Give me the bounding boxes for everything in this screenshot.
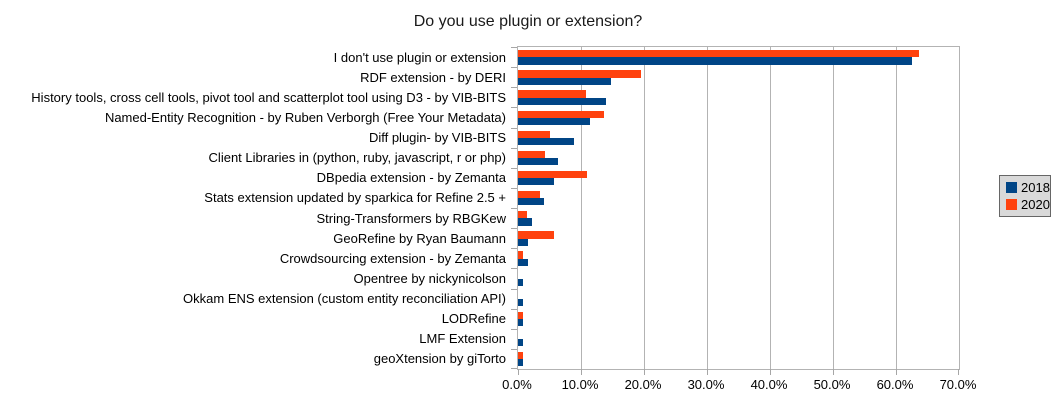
x-axis-label: 10.0% [561,377,599,392]
bar-2020 [518,130,550,138]
category-label: Okkam ENS extension (custom entity recon… [183,291,506,307]
y-axis-tick [511,187,517,189]
gridline [644,47,645,369]
bar-2020 [518,90,587,98]
category-label: History tools, cross cell tools, pivot t… [31,89,506,105]
category-label: DBpedia extension - by Zemanta [316,170,506,186]
y-axis-tick [511,47,517,48]
bar-2020 [518,70,642,78]
bar-2018 [518,137,575,146]
x-axis-tick [896,369,897,375]
x-axis-tick [833,369,834,375]
x-axis-tick [581,369,582,375]
bar-2020 [518,311,524,319]
legend-swatch-2020-icon [1006,199,1017,210]
x-axis-label: 60.0% [876,377,914,392]
bar-2020 [518,231,554,239]
bar-2020 [518,211,527,219]
bar-2020 [518,191,541,199]
y-axis-tick [511,67,517,69]
y-axis-tick [511,107,517,109]
chart-title: Do you use plugin or extension? [413,13,643,30]
bar-2020 [518,352,524,360]
category-label: Named-Entity Recognition - by Ruben Verb… [104,109,506,125]
bar-2020 [518,110,605,118]
plot-area [511,46,960,375]
category-label: RDF extension - by DERI [360,69,506,85]
y-axis-tick [511,127,517,129]
bar-2018 [518,57,912,65]
legend-item-2020: 2020 [1006,198,1050,211]
y-axis-tick [511,328,517,330]
y-axis-tick [511,87,517,89]
y-axis-tick [511,147,517,149]
bar-2018 [518,278,524,286]
category-axis-labels: I don't use plugin or extension RDF exten… [0,47,506,369]
bar-2018 [518,97,606,105]
bar-2020 [518,50,919,58]
legend: 2018 2020 [999,175,1051,217]
y-axis-tick [511,288,517,290]
y-axis-tick [511,348,517,350]
bar-2018 [518,178,554,186]
x-axis-tick [958,369,959,375]
gridline [833,47,834,369]
y-axis-tick [511,228,517,230]
category-label: GeoRefine by Ryan Baumann [333,230,506,246]
x-axis-label: 20.0% [624,377,662,392]
bar-2020 [518,150,546,158]
y-axis-tick [511,248,517,250]
bar-2018 [518,258,529,266]
legend-label-2018: 2018 [1021,180,1050,195]
bar-2018 [518,359,524,367]
category-label: Client Libraries in (python, ruby, javas… [208,150,506,166]
bar-2018 [518,77,611,85]
category-label: I don't use plugin or extension [333,49,506,65]
gridline [707,47,708,369]
y-axis-tick [511,368,517,369]
bar-2020 [518,251,524,259]
category-label: Diff plugin- by VIB-BITS [368,130,506,146]
y-axis-tick [511,308,517,310]
x-axis-tick [707,369,708,375]
category-label: LMF Extension [419,331,506,347]
bar-2018 [518,198,544,206]
gridline [896,47,897,369]
x-axis-label: 50.0% [813,377,851,392]
bar-2018 [518,319,524,327]
category-label: String-Transformers by RBGKew [316,210,506,226]
category-label: geoXtension by giTorto [373,351,506,367]
category-label: Opentree by nickynicolson [353,270,506,286]
y-axis-tick [511,208,517,209]
x-axis-tick [644,369,645,375]
category-label: Crowdsourcing extension - by Zemanta [279,250,506,266]
x-axis-label: 70.0% [939,377,977,392]
gridline [581,47,582,369]
x-axis-tick [770,369,771,375]
x-axis-tick [518,369,519,375]
x-axis-label: 0.0% [502,377,532,392]
y-axis-tick [511,167,517,169]
bar-2018 [518,298,524,307]
legend-item-2018: 2018 [1006,181,1050,194]
bar-2018 [518,117,590,125]
bar-2018 [518,339,524,347]
bar-2020 [518,170,587,179]
category-label: LODRefine [441,311,506,327]
x-axis-label: 30.0% [687,377,725,392]
bar-2018 [518,158,559,166]
bar-2018 [518,238,529,246]
x-axis-label: 40.0% [750,377,788,392]
legend-label-2020: 2020 [1021,197,1050,212]
bar-2018 [518,218,532,226]
category-label: Stats extension updated by sparkica for … [204,190,506,206]
legend-swatch-2018-icon [1006,182,1017,193]
y-axis-tick [511,268,517,270]
gridline [770,47,771,369]
